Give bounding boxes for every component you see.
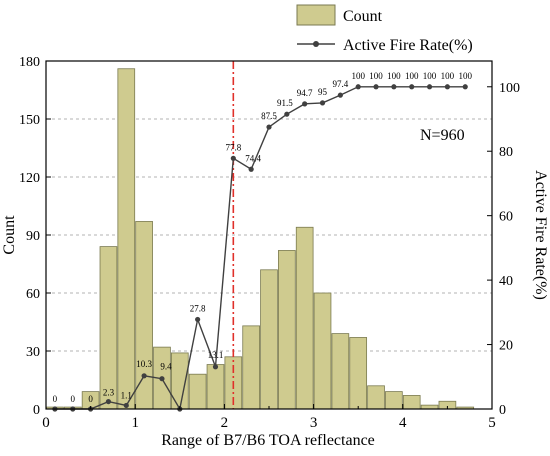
rate-label: 100: [369, 71, 383, 81]
rate-point: [105, 398, 112, 405]
x-tick-label: 2: [221, 415, 229, 431]
bar: [367, 385, 385, 410]
y2-axis-title: Active Fire Rate(%): [532, 170, 549, 300]
annotation-n: N=960: [420, 127, 465, 144]
bar: [295, 226, 314, 410]
y2-tick-label: 100: [499, 81, 520, 96]
rate-label: 13.1: [208, 350, 224, 360]
y-tick-label: 30: [26, 345, 40, 360]
x-tick-label: 4: [399, 415, 407, 431]
legend-count-label: Count: [343, 8, 383, 25]
rate-point: [141, 373, 147, 379]
rate-point: [159, 376, 165, 382]
bar: [385, 391, 403, 410]
rate-label: 0: [53, 394, 58, 404]
line-data-labels: 0 0 0 2.3 1.1 10.3 9.4 27.8 13.1 77.8 74.4 87.591.5…: [53, 71, 473, 404]
rate-point: [319, 100, 326, 106]
rate-point: [426, 84, 433, 90]
y-tick-label: 120: [19, 171, 40, 186]
rate-point: [409, 84, 415, 90]
y-axis-title: Count: [1, 215, 18, 255]
legend-rate-label: Active Fire Rate(%): [343, 37, 473, 54]
bar: [135, 221, 153, 410]
rate-label: 77.8: [225, 142, 241, 152]
rate-label: 100: [405, 71, 419, 81]
bar: [260, 269, 278, 410]
bar: [402, 395, 421, 410]
rate-point: [123, 402, 129, 409]
legend-rate-marker: [313, 41, 319, 47]
rate-point: [444, 84, 450, 90]
rate-label: 10.3: [136, 359, 152, 369]
y-tick-label: 60: [26, 287, 40, 302]
x-tick-label: 1: [131, 415, 139, 431]
bar: [99, 246, 118, 410]
rate-label: 91.5: [277, 98, 293, 108]
y2-tick-label: 0: [499, 403, 506, 418]
rate-label: 100: [387, 71, 401, 81]
rate-point: [373, 84, 379, 90]
rate-label: 74.4: [245, 153, 261, 163]
rate-point: [337, 92, 343, 98]
rate-point: [212, 364, 219, 370]
rate-point: [230, 155, 236, 161]
legend: Count Active Fire Rate(%): [296, 4, 473, 54]
bar: [188, 373, 207, 410]
rate-label: 0: [88, 394, 93, 404]
rate-point: [284, 111, 290, 117]
bar: [278, 250, 296, 410]
bar-series-count: [46, 68, 475, 410]
rate-line: [54, 86, 466, 411]
rate-label: 9.4: [160, 362, 172, 372]
rate-label: 94.7: [297, 88, 313, 98]
rate-point: [355, 84, 361, 90]
legend-count-swatch: [296, 4, 336, 26]
y2-tick-label: 20: [499, 339, 513, 354]
rate-label: 1.1: [121, 390, 132, 400]
bar: [331, 333, 350, 410]
rate-label: 0: [71, 394, 76, 404]
rate-label: 100: [423, 71, 437, 81]
bar: [206, 364, 225, 410]
rate-label: 100: [441, 71, 455, 81]
rate-label: 27.8: [190, 303, 206, 313]
rate-point: [248, 166, 254, 172]
rate-label: 97.4: [332, 79, 348, 89]
bar: [242, 325, 260, 410]
rate-label: 100: [351, 71, 365, 81]
rate-point: [195, 316, 201, 323]
y2-tick-label: 60: [499, 210, 513, 225]
rate-label: 2.3: [103, 388, 115, 398]
line-series-fire-rate: [52, 84, 468, 412]
y-tick-label: 0: [33, 403, 40, 418]
rate-point: [302, 101, 308, 107]
y-tick-label: 180: [19, 55, 40, 70]
bar: [349, 337, 368, 410]
bar: [313, 292, 332, 410]
x-tick-label: 0: [42, 415, 50, 431]
x-axis-title: Range of B7/B6 TOA reflectance: [161, 432, 375, 449]
rate-point: [391, 84, 397, 90]
y2-tick-label: 40: [499, 274, 513, 289]
y-tick-label: 90: [26, 229, 40, 244]
bar: [117, 68, 136, 410]
rate-label: 87.5: [261, 111, 277, 121]
rate-label: 100: [458, 71, 472, 81]
rate-point: [462, 84, 468, 90]
x-tick-label: 5: [488, 415, 496, 431]
rate-point: [266, 124, 272, 130]
y2-tick-label: 80: [499, 145, 513, 160]
x-tick-label: 3: [310, 415, 318, 431]
y-tick-label: 150: [19, 113, 40, 128]
rate-label: 95: [318, 87, 328, 97]
